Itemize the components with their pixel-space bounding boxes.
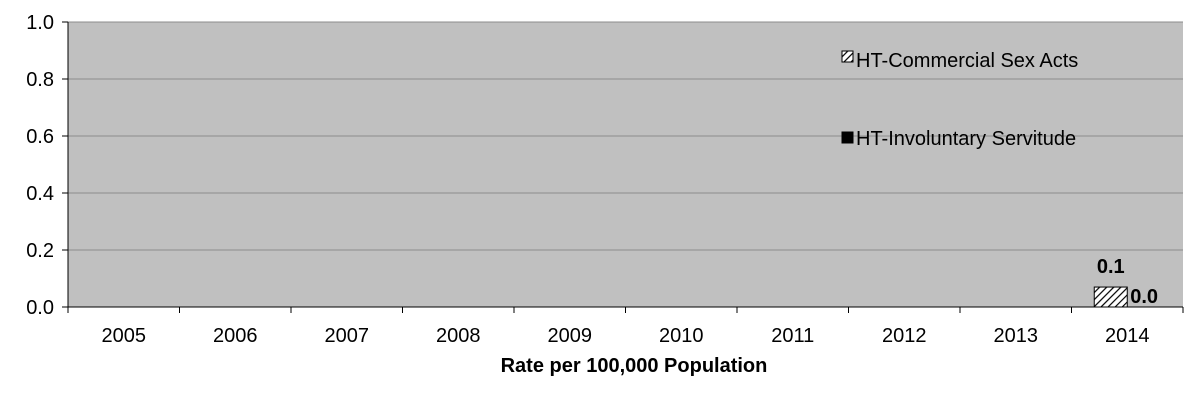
legend-label-commercial-sex-acts: HT-Commercial Sex Acts [856, 50, 1078, 72]
y-tick-label: 0.8 [26, 69, 54, 91]
y-tick-label: 0.0 [26, 297, 54, 319]
x-tick-label: 2008 [436, 325, 481, 347]
bar [1093, 286, 1128, 308]
x-tick-label: 2010 [659, 325, 704, 347]
data-label: 0.1 [1097, 256, 1125, 278]
x-tick-label: 2011 [771, 325, 814, 347]
x-tick-label: 2014 [1105, 325, 1150, 347]
legend-swatch-involuntary-servitude [841, 131, 854, 144]
y-tick-label: 0.6 [26, 126, 54, 148]
data-label: 0.0 [1130, 286, 1158, 308]
x-tick-label: 2005 [102, 325, 147, 347]
data-labels: 0.10.0 [1097, 256, 1158, 308]
y-tick-label: 1.0 [26, 12, 54, 34]
legend-label-involuntary-servitude: HT-Involuntary Servitude [856, 128, 1076, 150]
y-tick-label: 0.2 [26, 240, 54, 262]
legend-swatch-commercial-sex-acts [841, 50, 854, 63]
x-tick-label: 2013 [994, 325, 1039, 347]
x-axis-title: Rate per 100,000 Population [501, 355, 768, 377]
gridlines [68, 21, 1183, 251]
x-tick-labels: 2005 2006 2007 2008 2009 2010 2011 2012 2013 2014 [102, 325, 1150, 347]
axes [62, 21, 1184, 313]
bars [1093, 286, 1128, 308]
legend: HT-Commercial Sex Acts HT-Involuntary Se… [841, 50, 1078, 150]
x-tick-label: 2012 [882, 325, 927, 347]
x-tick-label: 2009 [548, 325, 593, 347]
x-tick-label: 2006 [213, 325, 258, 347]
y-tick-labels: 0.0 0.2 0.4 0.6 0.8 1.0 [26, 12, 54, 319]
x-tick-label: 2007 [325, 325, 370, 347]
y-tick-label: 0.4 [26, 183, 54, 205]
plot-area [68, 22, 1183, 307]
